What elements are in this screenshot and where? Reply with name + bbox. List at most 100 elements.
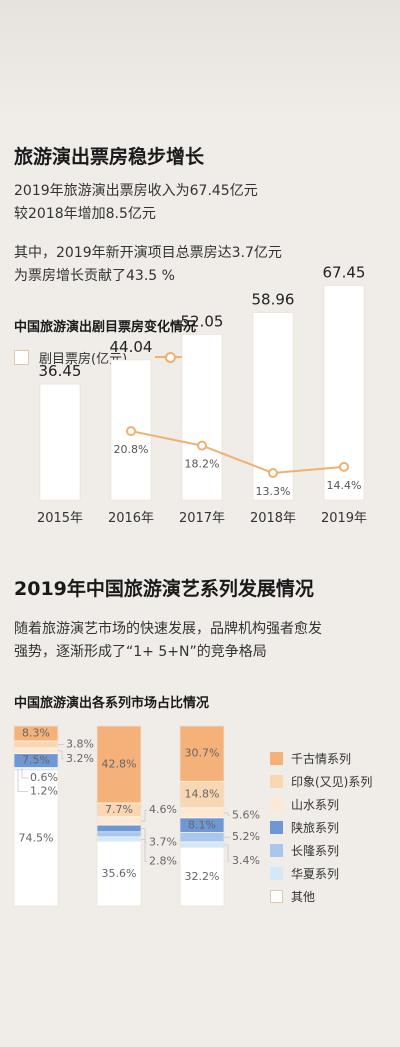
section1-para2: 其中，2019年新开演项目总票房达3.7亿元 为票房增长贡献了43.5 %: [14, 242, 392, 288]
segment-1-3: [96, 824, 142, 833]
growth-label-1: 20.8%: [114, 443, 149, 456]
bar-value-label-0: 36.45: [39, 362, 82, 380]
growth-point-2: [197, 440, 207, 451]
chart2-legend: 千古情系列印象(又见)系列 山水系列陕旅系列长隆系列华夏系列其他: [270, 747, 372, 908]
label-1-2: 4.6%: [149, 803, 177, 816]
para2-line2: 为票房增长贡献了43.5 %: [14, 268, 175, 284]
leader-0-2: [58, 750, 64, 760]
bar-outline-2: [179, 725, 225, 907]
growth-label-4: 14.4%: [327, 479, 362, 492]
bar-value-label-1: 44.04: [110, 338, 153, 356]
leader-2-extra: [224, 844, 230, 862]
growth-rate-line: [130, 430, 345, 475]
legend-item-5: 华夏系列: [270, 862, 372, 885]
legend-swatch-3: [270, 821, 283, 834]
legend-label-3: 陕旅系列: [291, 821, 340, 835]
para1-line1: 2019年旅游演出票房收入为67.45亿元: [14, 183, 258, 199]
legend-item-1: 印象(又见)系列: [270, 770, 372, 793]
label-2-3: 8.1%: [188, 818, 216, 831]
legend-label-2: 山水系列: [291, 798, 340, 812]
segment-2-2: [179, 807, 225, 819]
legend-swatch-4: [270, 844, 283, 857]
bar-0: [39, 383, 81, 501]
label-0-0: 8.3%: [22, 727, 50, 740]
label-1-0: 42.8%: [102, 758, 137, 771]
segment-0-1: [13, 740, 59, 749]
leader-1-2: [141, 809, 147, 822]
legend-label-6: 其他: [291, 890, 316, 904]
segment-2-0: [179, 725, 225, 782]
x-tick-label-0: 2015年: [37, 511, 83, 526]
label-2-4: 5.6%: [232, 808, 260, 821]
growth-point-1: [126, 426, 136, 437]
legend-swatch-1: [270, 775, 283, 788]
chart1-title: 中国旅游演出剧目票房变化情况: [14, 320, 197, 335]
x-tick-label-3: 2018年: [250, 511, 296, 526]
legend-swatch-2: [270, 798, 283, 811]
section2-title: 2019年中国旅游演艺系列发展情况: [14, 578, 314, 600]
growth-label-3: 13.3%: [256, 485, 291, 498]
leader-1-5: [141, 839, 147, 862]
section2-para: 随着旅游演艺市场的快速发展，品牌机构强者愈发 强势，逐渐形成了“1+ 5+N”的…: [14, 618, 392, 664]
legend-swatch-5: [270, 867, 283, 880]
legend-item-3: 陕旅系列: [270, 816, 372, 839]
legend-label-5: 华夏系列: [291, 867, 340, 881]
segment-2-6: [179, 847, 225, 907]
para2-line1: 其中，2019年新开演项目总票房达3.7亿元: [14, 245, 282, 261]
growth-point-4: [339, 461, 349, 472]
label-1-3: 3.7%: [149, 836, 177, 849]
bar-value-label-2: 52.05: [181, 312, 224, 330]
top-band: [0, 0, 400, 120]
legend-label-1: 印象(又见)系列: [291, 775, 373, 789]
chart2-title: 中国旅游演出各系列市场占比情况: [14, 696, 210, 711]
label-1-6: 35.6%: [102, 867, 137, 880]
legend-bar-label: 剧目票房(亿元): [39, 351, 128, 367]
legend-swatch-0: [270, 752, 283, 765]
para1-line2: 较2018年增加8.5亿元: [14, 206, 156, 222]
label-2-extra: 3.4%: [232, 854, 260, 867]
bar-2: [181, 334, 223, 501]
legend-bar-swatch: [14, 349, 29, 365]
segment-1-4: [96, 831, 142, 838]
growth-label-2: 18.2%: [185, 458, 220, 471]
section1-title: 旅游演出票房稳步增长: [14, 146, 205, 168]
x-tick-label-2: 2017年: [179, 511, 225, 526]
section1-para1: 2019年旅游演出票房收入为67.45亿元 较2018年增加8.5亿元: [14, 180, 392, 226]
legend-item-2: 山水系列: [270, 793, 372, 816]
bar-value-label-3: 58.96: [252, 291, 295, 309]
label-1-5: 2.8%: [149, 854, 177, 867]
label-1-1: 7.7%: [105, 803, 133, 816]
segment-2-4: [179, 832, 225, 843]
growth-point-3: [268, 468, 278, 478]
legend-swatch-6: [270, 890, 283, 903]
label-0-5: 1.2%: [30, 785, 58, 798]
label-0-2: 3.2%: [66, 752, 94, 765]
segment-1-5: [96, 836, 142, 843]
leader-0-4: [21, 767, 28, 779]
label-0-6: 74.5%: [19, 831, 54, 844]
label-0-3: 7.5%: [22, 754, 50, 767]
bar-value-label-4: 67.45: [323, 264, 366, 282]
bar-outline-0: [13, 725, 59, 907]
x-tick-label-1: 2016年: [108, 511, 154, 526]
leader-2-4: [224, 812, 230, 816]
legend-item-0: 千古情系列: [270, 747, 372, 770]
segment-1-2: [96, 816, 142, 826]
section2-para-line2: 强势，逐渐形成了“1+ 5+N”的竞争格局: [14, 644, 267, 660]
x-tick-label-4: 2019年: [321, 511, 367, 526]
leader-1-3: [141, 828, 147, 843]
leader-0-5: [17, 769, 28, 792]
legend-label-0: 千古情系列: [291, 752, 352, 766]
section2-para-line1: 随着旅游演艺市场的快速发展，品牌机构强者愈发: [14, 621, 322, 637]
segment-2-5: [179, 841, 225, 849]
bar-outline-1: [96, 725, 142, 907]
segment-1-0: [96, 725, 142, 804]
label-0-4: 0.6%: [30, 771, 58, 784]
legend-line-swatch: [155, 350, 186, 364]
label-2-1: 14.8%: [185, 788, 220, 801]
legend-item-4: 长隆系列: [270, 839, 372, 862]
label-0-1: 3.8%: [66, 738, 94, 751]
legend-item-6: 其他: [270, 885, 372, 908]
